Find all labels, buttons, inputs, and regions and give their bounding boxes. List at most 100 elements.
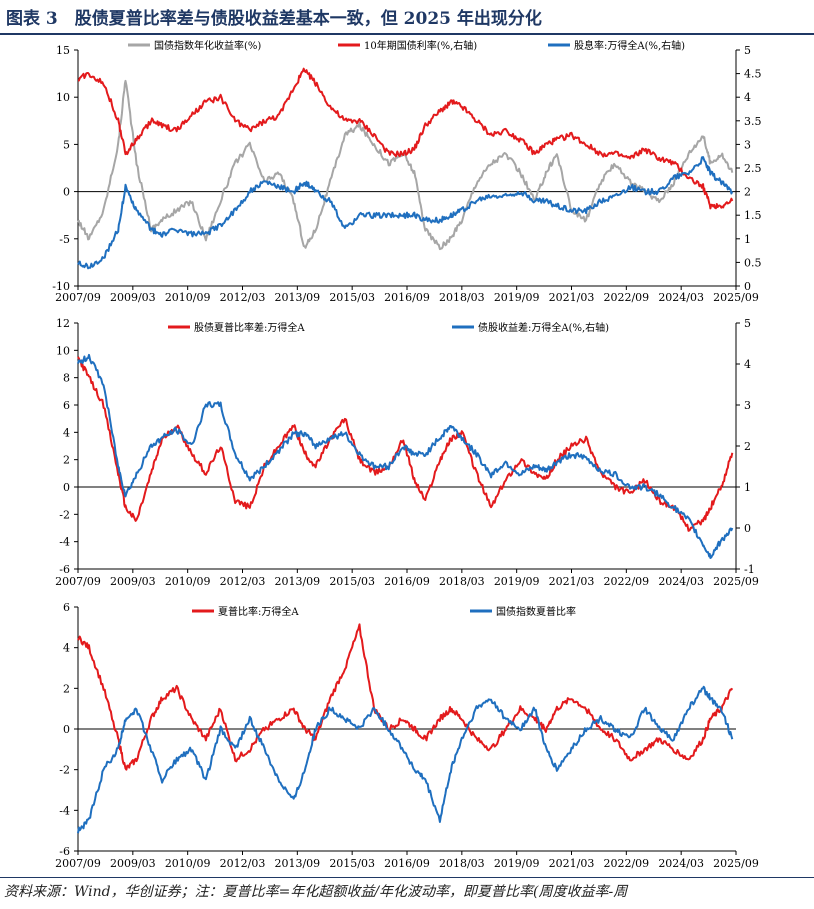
y-tick-label: 15 [56,44,70,57]
x-tick-label: 2013/09 [274,857,320,870]
y2-tick-label: 0 [744,522,751,535]
y-tick-label: 0 [63,481,70,494]
y2-tick-label: 4.5 [744,68,762,81]
y2-tick-label: 3.5 [744,115,762,128]
y2-tick-label: 1 [744,233,751,246]
y2-tick-label: 2 [744,186,751,199]
x-tick-label: 2010/09 [165,575,211,588]
x-tick-label: 2015/03 [329,857,375,870]
y-tick-label: -2 [59,508,70,521]
x-tick-label: 2007/09 [55,857,101,870]
x-tick-label: 2007/09 [55,291,101,304]
x-tick-label: 2021/03 [549,575,595,588]
x-tick-label: 2009/03 [110,575,156,588]
y-tick-label: 2 [63,682,70,695]
x-tick-label: 2022/09 [603,575,649,588]
y-tick-label: 10 [56,91,70,104]
x-tick-label: 2019/09 [494,857,540,870]
x-tick-label: 2021/03 [549,291,595,304]
y-tick-label: -6 [59,563,70,576]
legend-label: 夏普比率:万得全A [218,605,299,618]
series-line-1 [77,356,734,532]
x-tick-label: 2015/03 [329,291,375,304]
x-tick-label: 2024/03 [658,291,704,304]
y-tick-label: 6 [63,601,70,614]
title-rule [0,33,814,35]
y-tick-label: -2 [59,764,70,777]
x-tick-label: 2012/03 [220,291,266,304]
x-tick-label: 2018/03 [439,857,485,870]
legend-label: 股债夏普比率差:万得全A [194,321,305,334]
y-tick-label: 10 [56,344,70,357]
x-tick-label: 2010/09 [165,291,211,304]
x-tick-label: 2018/03 [439,291,485,304]
x-tick-label: 2019/09 [494,575,540,588]
y-tick-label: -5 [59,233,70,246]
y2-tick-label: 3 [744,399,751,412]
legend-label: 国债指数夏普比率 [496,605,576,618]
x-tick-label: 2015/03 [329,575,375,588]
x-tick-label: 2013/09 [274,291,320,304]
x-tick-label: 2024/03 [658,857,704,870]
y2-tick-label: 0.5 [744,256,762,269]
x-tick-label: 2025/09 [713,291,759,304]
x-tick-label: 2010/09 [165,857,211,870]
x-tick-label: 2016/09 [384,575,430,588]
source-rule [0,877,814,878]
x-tick-label: 2016/09 [384,857,430,870]
y-tick-label: 0 [63,186,70,199]
y2-tick-label: 2.5 [744,162,762,175]
y-tick-label: -4 [59,804,70,817]
x-tick-label: 2025/09 [713,575,759,588]
y-tick-label: 8 [63,372,70,385]
y2-tick-label: 5 [744,317,751,330]
legend-label: 10年期国债利率(%,右轴) [364,39,477,52]
x-tick-label: 2007/09 [55,575,101,588]
chart-panel-3: -6 -4 -2 0 2 4 6 2007/09 2009/03 2010/09 2012/03 20… [55,601,759,870]
x-tick-label: 2016/09 [384,291,430,304]
series-line-2 [77,685,734,834]
series-line-1 [77,623,734,771]
y2-tick-label: 4 [744,91,751,104]
y2-tick-label: -1 [744,563,755,576]
x-tick-label: 2021/03 [549,857,595,870]
y-tick-label: 12 [56,317,70,330]
x-tick-label: 2019/09 [494,291,540,304]
x-tick-label: 2009/03 [110,291,156,304]
y2-tick-label: 3 [744,138,751,151]
x-tick-label: 2018/03 [439,575,485,588]
y2-tick-label: 1 [744,481,751,494]
x-tick-label: 2009/03 [110,857,156,870]
y-tick-label: 2 [63,454,70,467]
y-tick-label: 4 [63,426,70,439]
x-tick-label: 2012/03 [220,575,266,588]
y2-tick-label: 2 [744,440,751,453]
y-tick-label: 6 [63,399,70,412]
legend-label: 债股收益差:万得全A(%,右轴) [478,321,609,334]
y2-tick-label: 4 [744,358,751,371]
y-tick-label: -4 [59,536,70,549]
legend-label: 股息率:万得全A(%,右轴) [574,39,685,52]
x-tick-label: 2013/09 [274,575,320,588]
x-tick-label: 2025/09 [713,857,759,870]
y-tick-label: 0 [63,723,70,736]
series-line-2 [77,353,734,559]
series-line-1 [77,79,734,251]
source-note: 资料来源：Wind，华创证券；注：夏普比率=年化超额收益/年化波动率，即夏普比率… [4,884,628,900]
legend-label: 国债指数年化收益率(%) [154,39,261,52]
y2-tick-label: 0 [744,280,751,293]
series-line-2 [77,67,734,210]
y2-tick-label: 1.5 [744,209,762,222]
y-tick-label: -10 [52,280,70,293]
x-tick-label: 2022/09 [603,857,649,870]
y-tick-label: 4 [63,642,70,655]
y-tick-label: -6 [59,845,70,858]
x-tick-label: 2024/03 [658,575,704,588]
x-tick-label: 2022/09 [603,291,649,304]
chart-panel-1: -10 -5 0 5 10 15 0 0.5 1 1.5 2 2.5 3 3.5 4 4.5 5 2007/09 2… [52,39,761,304]
y2-tick-label: 5 [744,44,751,57]
x-tick-label: 2012/03 [220,857,266,870]
figure-title: 图表 3 股债夏普比率差与债股收益差基本一致，但 2025 年出现分化 [6,9,542,29]
